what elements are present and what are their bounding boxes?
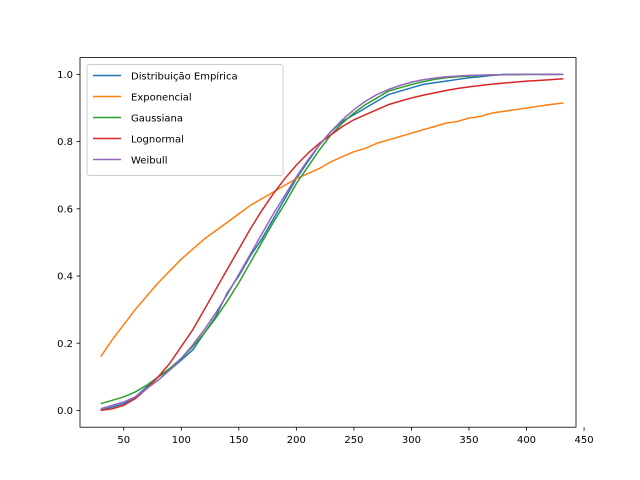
series-line-exponencial [100,102,564,358]
series-line-lognormal [100,78,564,412]
y-axis: 0.0 0.2 0.4 0.6 0.8 1.0 [57,70,80,417]
y-tick-label: 0.2 [57,339,73,350]
legend-box [86,64,284,176]
x-tick-label: 400 [517,435,536,446]
legend-label: Weibull [131,155,167,166]
series-layer [100,73,564,412]
x-tick-label: 350 [459,435,478,446]
x-tick-label: 250 [344,435,363,446]
x-tick-label: 150 [229,435,248,446]
series-line-weibull [100,73,564,410]
legend: Distribuição Empírica Exponencial Gaussian… [86,64,284,176]
y-tick-label: 0.6 [57,204,73,215]
x-tick-label: 300 [402,435,421,446]
legend-label: Exponencial [131,92,192,103]
y-tick-label: 0.4 [57,272,73,283]
x-tick-label: 50 [117,435,130,446]
y-tick-label: 1.0 [57,70,73,81]
y-tick-label: 0.8 [57,137,73,148]
legend-label: Distribuição Empírica [131,70,238,82]
x-axis: 50 100 150 200 250 300 350 400 450 [117,427,594,446]
x-tick-label: 450 [575,435,594,446]
legend-label: Gaussiana [131,113,183,124]
x-tick-label: 200 [287,435,306,446]
legend-label: Lognormal [131,134,184,145]
y-tick-label: 0.0 [57,406,73,417]
x-tick-label: 100 [172,435,191,446]
axes-frame [79,57,577,428]
